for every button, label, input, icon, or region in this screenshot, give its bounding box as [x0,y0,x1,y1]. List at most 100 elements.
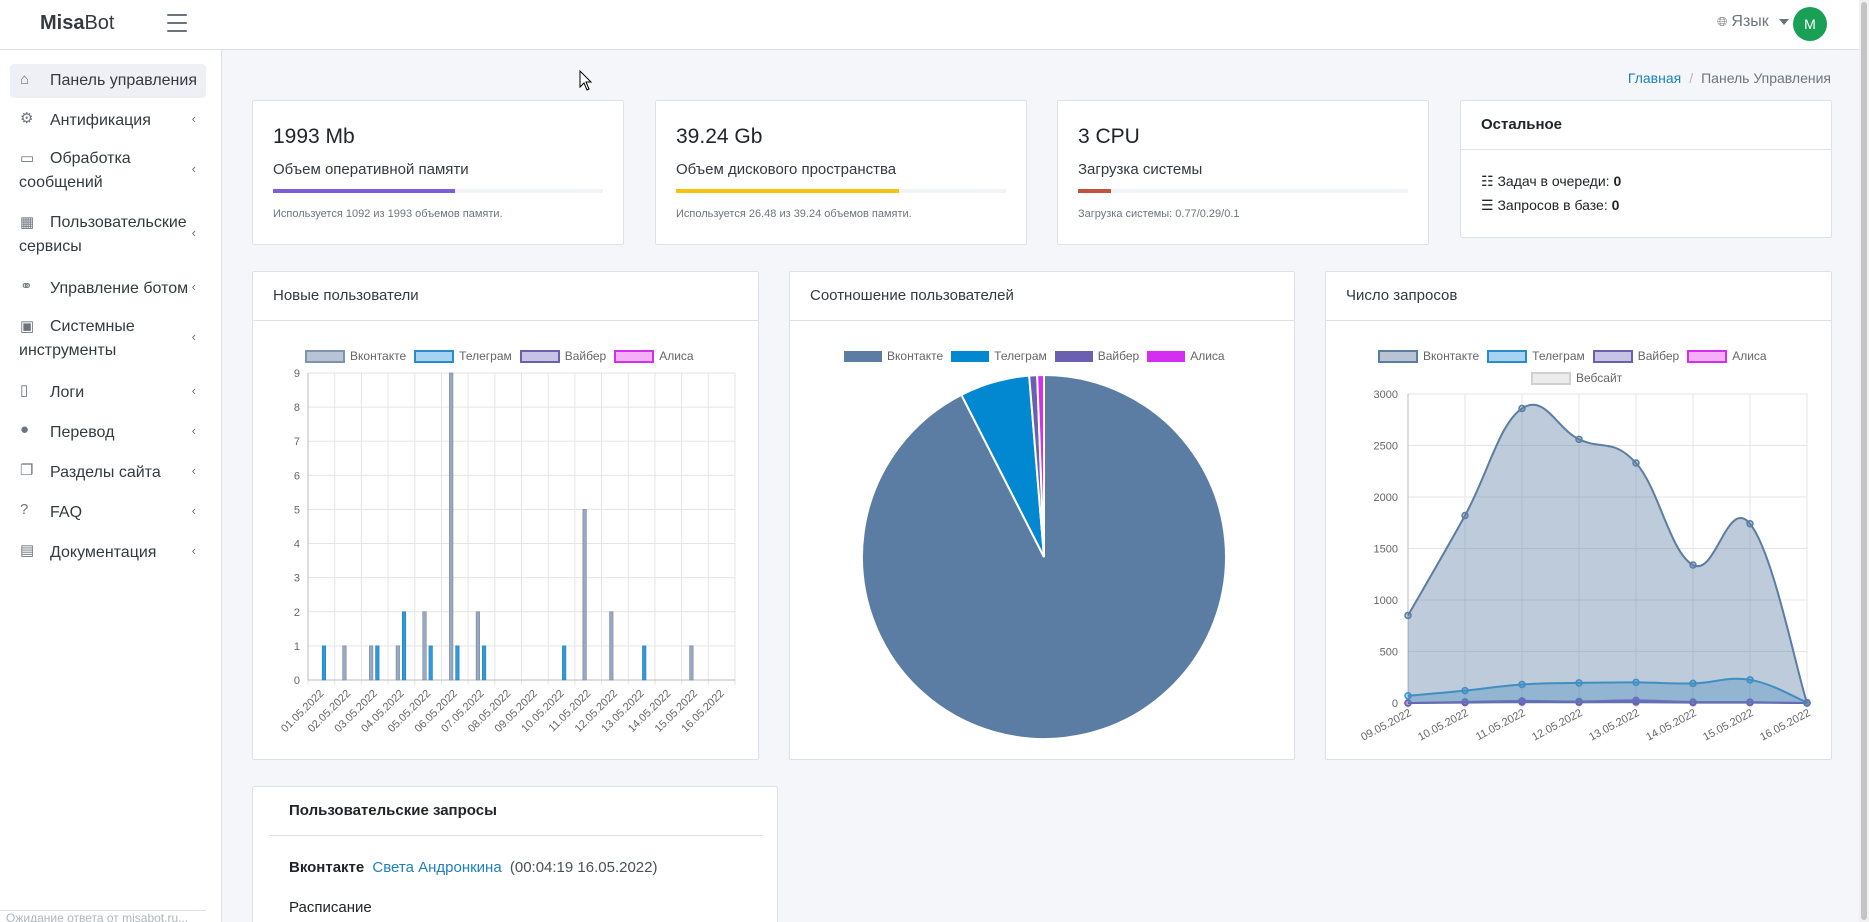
legend-item-alisa[interactable]: Алиса [1687,349,1767,363]
users-ratio-pie-chart [861,373,1227,740]
language-dropdown[interactable]: 🌐︎ Язык [1717,13,1789,31]
legend-item-viber[interactable]: Вайбер [1592,349,1679,363]
sidebar-item-dashboard[interactable]: ⌂ Панель управления [10,64,206,98]
sidebar-item-translation[interactable]: ● Перевод ‹ [20,421,196,441]
bar [321,645,327,681]
copy-icon: ❐ [20,462,34,479]
bar [422,611,427,681]
y-tick-label: 1000 [1374,595,1398,607]
legend-item-tg[interactable]: Телеграм [414,349,512,363]
disk-note: Используется 26.48 из 39.24 объемов памя… [676,208,912,220]
y-tick-label: 3000 [1374,389,1398,401]
y-tick-label: 500 [1380,647,1398,659]
ram-stat-card: 1993 Mb Объем оперативной памяти Использ… [252,100,624,245]
area-legend: Вконтакте Телеграм Вайбер Алиса [1378,349,1767,363]
sidebar-item-documentation[interactable]: ▤ Документация ‹ [20,542,196,561]
legend-item-tg[interactable]: Телеграм [951,349,1047,363]
sidebar: ⌂ Панель управления ⚙ Антификация ‹ ▭ Об… [0,50,222,922]
card-header: Число запросов [1326,272,1831,321]
sidebar-item-antification[interactable]: ⚙ Антификация ‹ [20,110,196,129]
x-tick-label: 13.05.2022 [1587,707,1641,743]
legend-item-alisa[interactable]: Алиса [614,349,694,363]
bar [562,645,567,681]
new-users-bar-chart: 012345678901.05.202202.05.202203.05.2022… [279,368,736,735]
data-point [1746,676,1754,684]
avatar[interactable]: M [1793,7,1827,41]
chevron-left-icon: ‹ [191,225,196,240]
series-line [1407,677,1808,704]
bar [582,509,587,681]
top-navbar: MisaBot 🌐︎ Язык M [0,0,1869,50]
sidebar-item-logs[interactable]: ▯ Логи ‹ [20,382,196,401]
menu-toggle-icon[interactable] [167,14,187,32]
chevron-left-icon: ‹ [191,543,196,558]
brand-logo[interactable]: MisaBot [40,12,115,34]
bar [609,611,614,681]
legend-item-vk[interactable]: Вконтакте [844,349,943,363]
data-point [1746,698,1754,707]
sidebar-item-user-services[interactable]: ▦ Пользовательские сервисы ‹ [19,214,196,255]
bar [449,372,454,681]
card-header: Пользовательские запросы [269,787,763,836]
cpu-note: Загрузка системы: 0.77/0.29/0.1 [1078,208,1240,220]
y-tick-label: 6 [294,470,300,482]
new-users-card: Новые пользователи Вконтакте Телеграм Ва… [252,271,759,760]
y-tick-label: 1 [294,641,300,653]
tasks-icon: ☷ [1481,173,1494,189]
status-bar-text: Ожидание ответа от misabot.ru... [0,910,206,922]
sidebar-item-system-tools[interactable]: ▣ Системные инструменты ‹ [19,318,196,359]
request-user-link[interactable]: Света Андронкина [372,859,502,876]
data-point [1518,698,1526,706]
breadcrumb: Главная / Панель Управления [1627,70,1831,86]
database-icon: ☰ [1481,197,1494,213]
y-tick-label: 8 [294,402,300,414]
data-point [1632,678,1640,687]
chevron-left-icon: ‹ [191,279,196,294]
sidebar-item-bot-management[interactable]: ⚭ Управление ботом ‹ [20,278,196,297]
request-entry: Вконтакте Света Андронкина (00:04:19 16.… [289,859,657,876]
legend-item-vk[interactable]: Вконтакте [1378,349,1479,363]
home-icon: ⌂ [20,71,30,88]
data-point [1575,435,1583,444]
legend-item-vk[interactable]: Вконтакте [305,349,406,363]
ram-progress [273,189,603,193]
scrollbar-thumb[interactable] [1861,2,1867,920]
book-icon: ▤ [20,542,35,559]
x-tick-label: 12.05.2022 [1530,707,1584,743]
sidebar-item-message-processing[interactable]: ▭ Обработка сообщений ‹ [19,150,196,191]
area-fill [1408,404,1807,703]
db-row: ☰ Запросов в базе: 0 [1481,197,1620,213]
cpu-value: 3 CPU [1078,125,1140,148]
x-tick-label: 14.05.2022 [1644,707,1698,743]
requests-title: Число запросов [1346,287,1458,304]
bar [395,645,400,681]
user-requests-card: Пользовательские запросы Вконтакте Света… [252,786,778,922]
pie-legend: Вконтакте Телеграм Вайбер Алиса [844,349,1225,363]
new-users-title: Новые пользователи [273,287,419,304]
chevron-left-icon: ‹ [191,463,196,478]
file-icon: ▯ [20,382,29,399]
sidebar-item-site-sections[interactable]: ❐ Разделы сайта ‹ [20,462,196,481]
bar-legend: Вконтакте Телеграм Вайбер Алиса [305,349,694,363]
legend-item-alisa[interactable]: Алиса [1147,349,1225,363]
breadcrumb-home-link[interactable]: Главная [1627,70,1682,86]
y-tick-label: 2000 [1374,492,1398,504]
legend-item-web[interactable]: Вебсайт [1531,371,1622,385]
sidebar-item-faq[interactable]: ? FAQ ‹ [20,501,196,521]
data-point [1746,520,1754,528]
legend-item-viber[interactable]: Вайбер [1054,349,1139,363]
chat-icon: ▭ [20,150,35,167]
series-line [1407,700,1808,704]
y-tick-label: 2500 [1374,441,1398,453]
chevron-left-icon: ‹ [191,161,196,176]
data-point [1803,699,1811,707]
question-circle-icon: ? [20,501,29,518]
data-point [1461,698,1469,707]
disk-progress-fill [676,189,899,193]
disk-stat-card: 39.24 Gb Объем дискового пространства Ис… [655,100,1027,245]
legend-item-tg[interactable]: Телеграм [1487,349,1585,363]
data-point [1518,404,1526,413]
data-point [1689,679,1697,688]
card-header: Соотношение пользователей [790,272,1294,321]
legend-item-viber[interactable]: Вайбер [519,349,606,363]
